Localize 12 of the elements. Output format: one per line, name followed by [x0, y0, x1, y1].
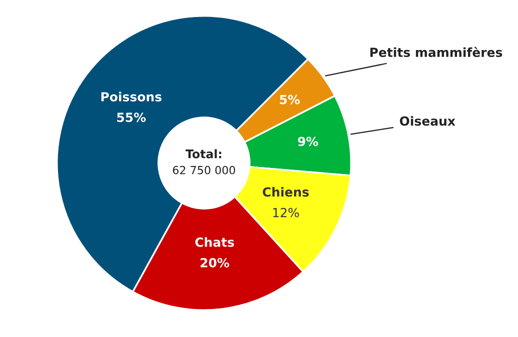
text: 62 750 000 — [172, 166, 236, 174]
slice-label: Oiseaux — [400, 116, 456, 126]
slice-label: Poissons — [101, 92, 162, 102]
slice-label: Petits mammifères — [370, 46, 502, 58]
slice-label: Chats — [195, 237, 234, 247]
data-label: 55% — [117, 112, 146, 122]
data-label: 20% — [200, 258, 230, 268]
data-label: 9% — [298, 136, 318, 146]
data-label: 12% — [273, 208, 299, 218]
data-label: 5% — [280, 94, 300, 104]
text: Total: — [186, 149, 222, 158]
slice-label: Chiens — [262, 187, 309, 197]
